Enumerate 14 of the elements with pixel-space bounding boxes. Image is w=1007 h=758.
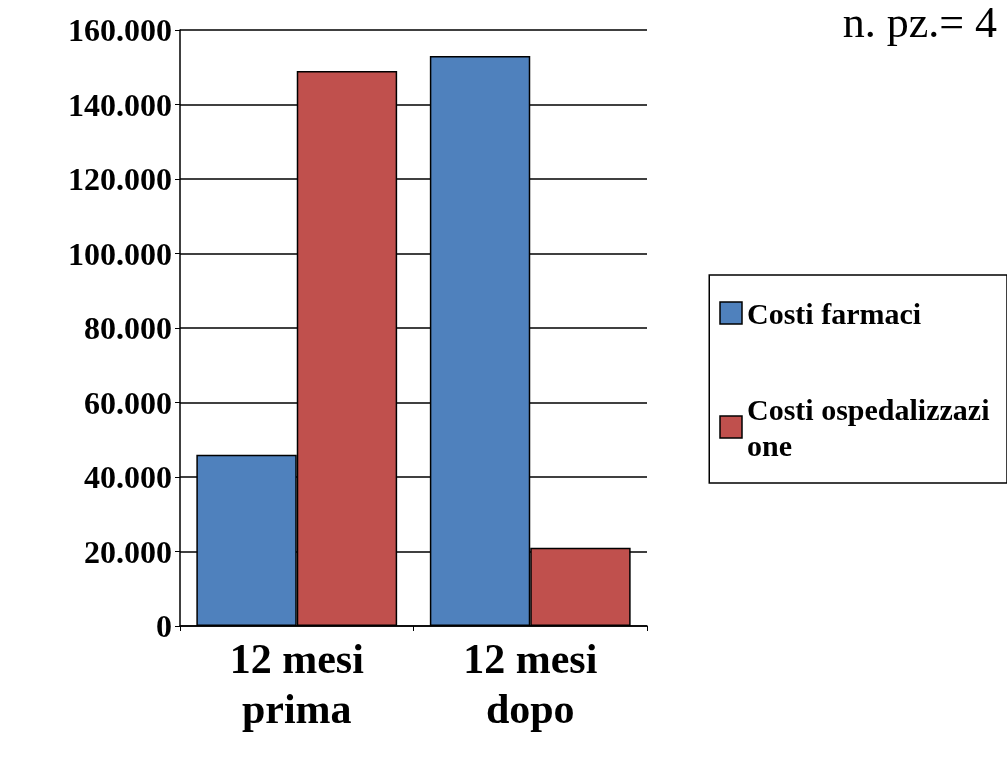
y-tick-label: 40.000 — [84, 459, 172, 495]
legend-label: Costi ospedalizzazione — [747, 392, 990, 462]
y-tick-label: 100.000 — [68, 235, 172, 272]
y-tick-label: 120.000 — [68, 161, 172, 197]
y-tick-label: 60.000 — [84, 384, 172, 421]
y-tick-label: 80.000 — [84, 310, 172, 346]
y-tick-label: 160.000 — [68, 12, 172, 48]
y-tick-label: 20.000 — [84, 533, 172, 570]
y-tick-label: 140.000 — [68, 86, 172, 123]
y-tick-label: 0 — [156, 608, 172, 644]
x-tick-label: 12 mesi prima — [229, 636, 365, 732]
legend-label: Costi farmaci — [747, 296, 922, 330]
text: n. pz.= 4 — [842, 0, 997, 47]
x-tick-label: 12 mesi dopo — [463, 636, 598, 732]
